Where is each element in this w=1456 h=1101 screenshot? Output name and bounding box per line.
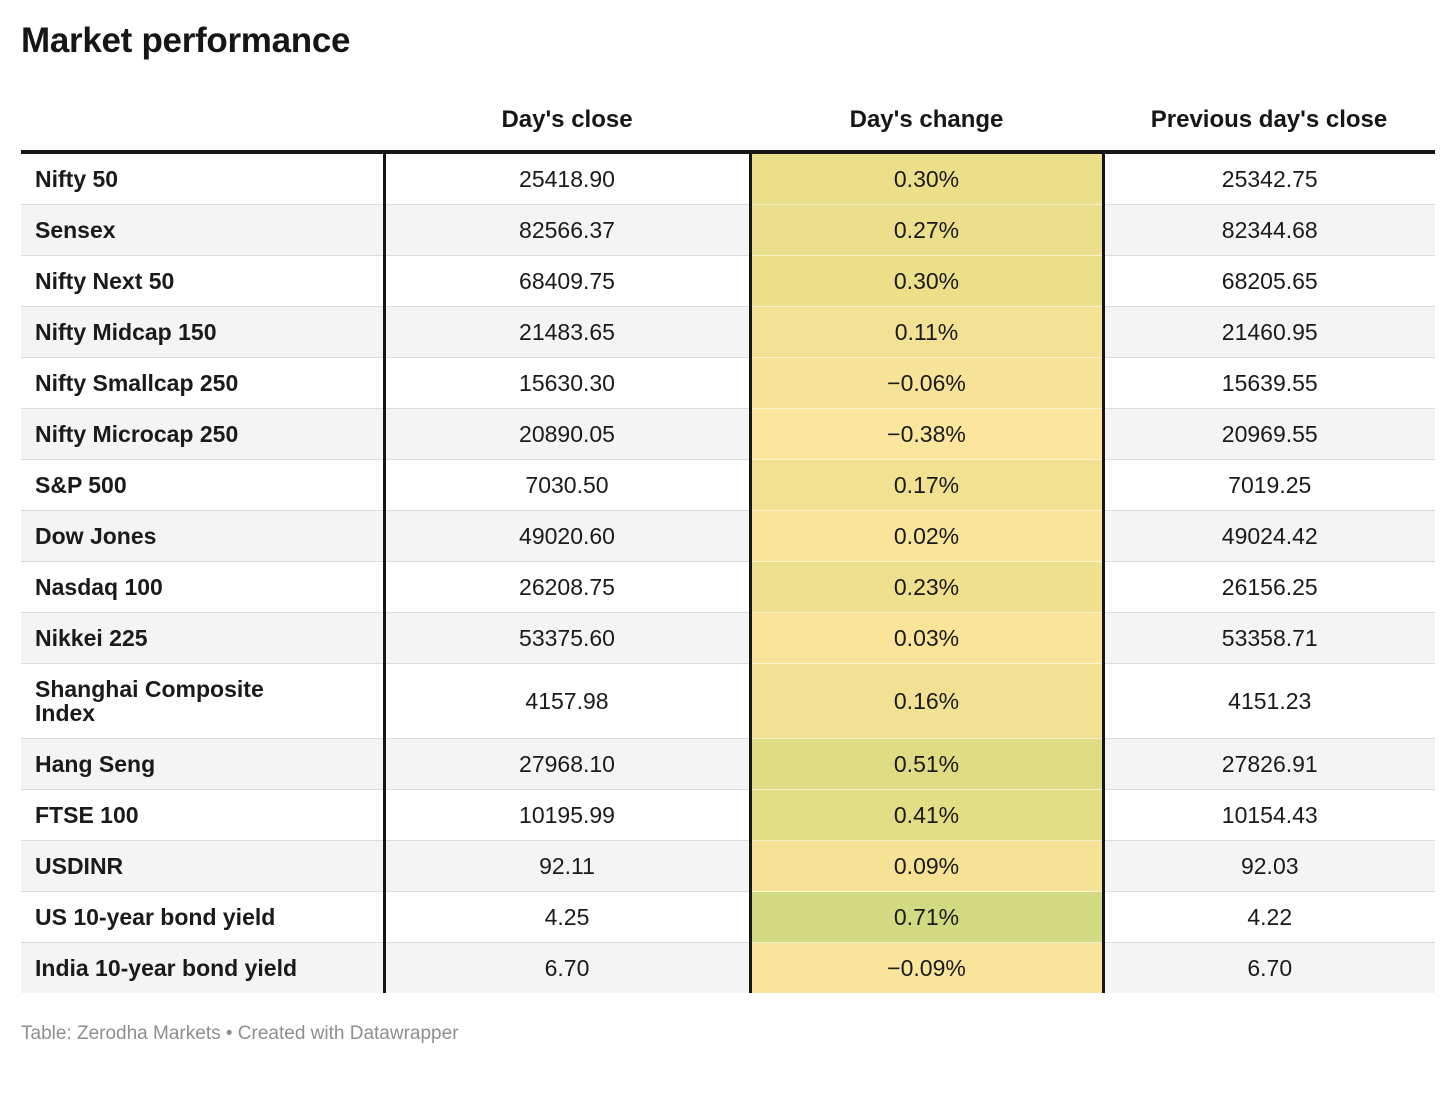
header-row: Day's close Day's change Previous day's … [21,72,1435,154]
table-row: US 10-year bond yield 4.25 0.71% 4.22 [21,891,1435,943]
days-close-value: 25418.90 [519,166,615,192]
table-row: FTSE 100 10195.99 0.41% 10154.43 [21,789,1435,841]
previous-close-value: 68205.65 [1103,255,1435,307]
row-label: Nifty Smallcap 250 [21,357,386,409]
col-header-days-close: Day's close [384,72,750,154]
days-change-value: 0.02% [748,510,1105,562]
footer-credit: Table: Zerodha Markets • Created with Da… [21,1023,459,1044]
table-row: S&P 500 7030.50 0.17% 7019.25 [21,459,1435,511]
previous-close-value: 25342.75 [1221,166,1318,192]
row-label: Hang Seng [21,738,386,790]
days-change-value: 0.09% [748,840,1105,892]
table-row: Hang Seng 27968.10 0.51% 27826.91 [21,738,1435,790]
col-header-previous-close: Previous day's close [1103,72,1435,154]
days-close-value: 15630.30 [384,357,750,409]
table-row: Nifty 50 25418.90 0.30% 25342.75 [21,152,1435,205]
previous-close-value: 7019.25 [1103,459,1435,511]
table-row: India 10-year bond yield 6.70 −0.09% 6.7… [21,942,1435,993]
row-label: Nifty Microcap 250 [21,408,386,460]
table-row: Nikkei 225 53375.60 0.03% 53358.71 [21,612,1435,664]
previous-close-value: 20969.55 [1103,408,1435,460]
days-change-value: 0.41% [748,789,1105,841]
days-change-value: 0.11% [748,306,1105,358]
row-label: USDINR [21,840,386,892]
previous-close-value: 53358.71 [1103,612,1435,664]
days-change-value: 0.30% [748,152,1105,205]
days-change-value: 0.27% [748,204,1105,256]
days-change-value: 0.51% [748,738,1105,790]
days-close-value: 4157.98 [384,663,750,739]
row-label: FTSE 100 [21,789,386,841]
days-close-value: 26208.75 [384,561,750,613]
days-close-value: 6.70 [384,942,750,993]
days-close-value: 10195.99 [384,789,750,841]
days-change-value: 0.03% [748,612,1105,664]
days-change-value: 0.23% [748,561,1105,613]
row-label: Dow Jones [21,510,386,562]
days-change-value: −0.38% [748,408,1105,460]
previous-close-value: 26156.25 [1103,561,1435,613]
days-close-value: 92.11 [384,840,750,892]
previous-close-value: 4151.23 [1103,663,1435,739]
days-close-value: 53375.60 [384,612,750,664]
row-label: Shanghai Composite Index [21,663,386,739]
days-close-value: 21483.65 [384,306,750,358]
days-close-value: 4.25 [384,891,750,943]
table-row: USDINR 92.11 0.09% 92.03 [21,840,1435,892]
days-close-value: 27968.10 [384,738,750,790]
previous-close-value: 15639.55 [1103,357,1435,409]
row-label: Sensex [21,204,386,256]
days-close-value: 20890.05 [384,408,750,460]
row-label: Nikkei 225 [21,612,386,664]
days-close-value: 7030.50 [384,459,750,511]
previous-close-value: 10154.43 [1103,789,1435,841]
table-row: Sensex 82566.37 0.27% 82344.68 [21,204,1435,256]
days-change-value: 0.16% [748,663,1105,739]
row-label: Nasdaq 100 [21,561,386,613]
previous-close-value: 92.03 [1103,840,1435,892]
page-title: Market performance [21,21,351,60]
row-label: Nifty Midcap 150 [21,306,386,358]
days-change-value: 0.71% [748,891,1105,943]
days-close-value: 68409.75 [384,255,750,307]
table-row: Nifty Midcap 150 21483.65 0.11% 21460.95 [21,306,1435,358]
previous-close-value: 21460.95 [1103,306,1435,358]
days-change-value: 0.30% [748,255,1105,307]
days-change-value: −0.09% [748,942,1105,993]
days-change-value: −0.06% [748,357,1105,409]
previous-close-value: 49024.42 [1103,510,1435,562]
table-row: Nifty Next 50 68409.75 0.30% 68205.65 [21,255,1435,307]
market-performance-table: Day's close Day's change Previous day's … [21,72,1435,993]
previous-close-value: 4.22 [1103,891,1435,943]
previous-close-value: 82344.68 [1103,204,1435,256]
table-row: Shanghai Composite Index 4157.98 0.16% 4… [21,663,1435,739]
row-label: US 10-year bond yield [21,891,386,943]
col-header-days-change: Day's change [750,72,1103,154]
table-row: Nifty Microcap 250 20890.05 −0.38% 20969… [21,408,1435,460]
row-label: S&P 500 [21,459,386,511]
days-change-value: 0.17% [748,459,1105,511]
col-header-empty [21,72,384,154]
page: Market performance Day's close Day's cha… [21,21,1435,993]
table-row: Nasdaq 100 26208.75 0.23% 26156.25 [21,561,1435,613]
days-close-value: 49020.60 [384,510,750,562]
table-row: Dow Jones 49020.60 0.02% 49024.42 [21,510,1435,562]
table-row: Nifty Smallcap 250 15630.30 −0.06% 15639… [21,357,1435,409]
previous-close-value: 6.70 [1103,942,1435,993]
row-label: Nifty 50 [21,152,386,205]
previous-close-value: 27826.91 [1103,738,1435,790]
row-label: India 10-year bond yield [21,942,386,993]
row-label: Nifty Next 50 [21,255,386,307]
days-close-value: 82566.37 [384,204,750,256]
